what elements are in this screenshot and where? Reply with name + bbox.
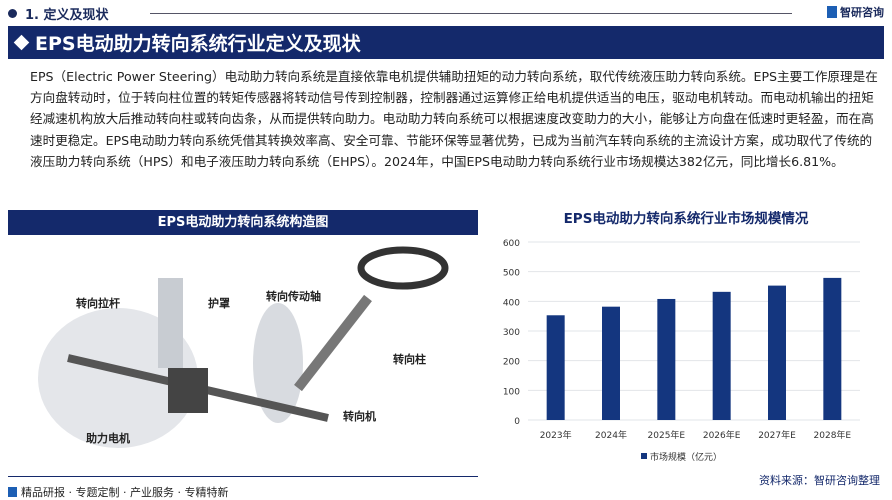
label-gear: 转向机 (343, 410, 376, 423)
diagram-title: EPS电动助力转向系统构造图 (8, 210, 478, 235)
y-tick-label: 400 (503, 298, 520, 308)
bar (768, 285, 786, 420)
divider (150, 13, 792, 14)
steering-illustration (38, 246, 449, 448)
eps-structure-diagram: 转向拉杆 护罩 转向传动轴 转向柱 转向机 助力电机 (8, 238, 478, 470)
chart-title: EPS电动助力转向系统行业市场规模情况 (563, 211, 809, 227)
source-note: 资料来源：智研咨询整理 (759, 474, 880, 487)
bullet-icon (8, 9, 17, 18)
market-size-chart: 0 100 200 300 400 500 600 2023年 2024年 2025年E 2026年… (503, 239, 860, 463)
y-tick-label: 500 (503, 269, 520, 279)
divider (8, 476, 478, 477)
label-column: 转向柱 (393, 353, 426, 366)
y-tick-label: 300 (503, 328, 520, 338)
page-title: EPS电动助力转向系统行业定义及现状 (35, 33, 361, 55)
x-tick-label: 2027年E (758, 429, 796, 441)
bar (712, 291, 731, 420)
page-title-banner: EPS电动助力转向系统行业定义及现状 (8, 26, 884, 59)
intro-paragraph: EPS（Electric Power Steering）电动助力转向系统是直接依… (30, 69, 878, 169)
y-tick-label: 200 (503, 358, 520, 368)
y-tick-label: 100 (503, 387, 520, 397)
legend-swatch (641, 453, 647, 459)
label-boot: 护罩 (208, 297, 230, 310)
bar (546, 315, 565, 420)
footer-text: 精品研报 · 专题定制 · 产业服务 · 专精特新 (21, 486, 229, 499)
brand-name: 智研咨询 (840, 6, 884, 19)
label-motor: 助力电机 (86, 432, 130, 445)
section-label: 1. 定义及现状 (25, 8, 109, 23)
x-tick-label: 2028年E (814, 429, 852, 441)
x-tick-label: 2023年 (540, 429, 572, 441)
x-tick-label: 2024年 (595, 429, 627, 441)
y-tick-label: 0 (514, 417, 520, 427)
diamond-icon (13, 34, 30, 51)
bar (823, 277, 842, 420)
label-tie-rod: 转向拉杆 (76, 297, 120, 310)
logo-icon (827, 6, 837, 18)
y-tick-label: 600 (503, 239, 520, 249)
legend-label: 市场规模（亿元） (650, 451, 722, 463)
logo-icon (8, 487, 17, 497)
bar (657, 298, 676, 420)
label-shaft: 转向传动轴 (266, 290, 321, 303)
footer: 精品研报 · 专题定制 · 产业服务 · 专精特新 (8, 484, 228, 500)
section-heading: 1. 定义及现状 (8, 4, 109, 23)
x-tick-label: 2026年E (703, 429, 741, 441)
x-tick-label: 2025年E (648, 429, 686, 441)
brand-logo: 智研咨询 (827, 4, 884, 20)
bar (602, 306, 620, 420)
